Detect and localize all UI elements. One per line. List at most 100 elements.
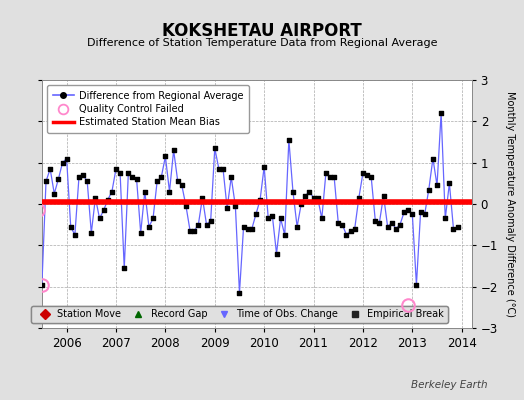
Point: [268, 213, 277, 220]
Point: [301, 192, 310, 199]
Point: [449, 226, 457, 232]
Point: [318, 215, 326, 222]
Point: [248, 226, 256, 232]
Point: [29, 224, 38, 230]
Point: [404, 207, 412, 214]
Point: [367, 174, 375, 180]
Point: [384, 224, 392, 230]
Point: [116, 170, 124, 176]
Text: Berkeley Earth: Berkeley Earth: [411, 380, 487, 390]
Point: [58, 160, 67, 166]
Point: [272, 250, 281, 257]
Point: [424, 186, 433, 193]
Point: [133, 176, 141, 182]
Point: [338, 222, 346, 228]
Point: [330, 174, 339, 180]
Point: [392, 226, 400, 232]
Point: [67, 224, 75, 230]
Point: [173, 178, 182, 184]
Point: [322, 170, 330, 176]
Point: [87, 230, 95, 236]
Point: [235, 290, 244, 296]
Point: [239, 224, 248, 230]
Point: [342, 232, 351, 238]
Point: [178, 182, 186, 189]
Point: [182, 203, 190, 209]
Point: [140, 188, 149, 195]
Point: [412, 282, 421, 288]
Text: Difference of Station Temperature Data from Regional Average: Difference of Station Temperature Data f…: [87, 38, 437, 48]
Point: [186, 228, 194, 234]
Point: [124, 170, 133, 176]
Point: [252, 211, 260, 218]
Point: [231, 203, 239, 209]
Point: [128, 174, 137, 180]
Point: [420, 211, 429, 218]
Point: [206, 217, 215, 224]
Point: [62, 155, 71, 162]
Point: [326, 174, 334, 180]
Point: [38, 282, 46, 288]
Point: [91, 195, 100, 201]
Point: [379, 192, 388, 199]
Point: [71, 232, 79, 238]
Point: [50, 190, 59, 197]
Point: [351, 226, 359, 232]
Point: [108, 188, 116, 195]
Point: [120, 265, 128, 271]
Point: [363, 172, 371, 178]
Point: [157, 174, 166, 180]
Point: [244, 226, 252, 232]
Y-axis label: Monthly Temperature Anomaly Difference (°C): Monthly Temperature Anomaly Difference (…: [505, 91, 515, 317]
Point: [75, 174, 83, 180]
Point: [46, 166, 54, 172]
Point: [346, 228, 355, 234]
Point: [202, 222, 211, 228]
Point: [42, 178, 50, 184]
Point: [21, 209, 30, 216]
Point: [219, 166, 227, 172]
Point: [453, 224, 462, 230]
Point: [309, 195, 318, 201]
Point: [355, 195, 363, 201]
Point: [194, 222, 202, 228]
Point: [79, 172, 88, 178]
Point: [256, 197, 264, 203]
Point: [198, 195, 206, 201]
Point: [211, 145, 219, 151]
Point: [400, 209, 408, 216]
Point: [112, 166, 120, 172]
Point: [145, 224, 153, 230]
Point: [371, 217, 379, 224]
Point: [34, 186, 42, 193]
Point: [137, 230, 145, 236]
Point: [100, 207, 108, 214]
Point: [280, 232, 289, 238]
Point: [408, 211, 417, 218]
Point: [334, 219, 343, 226]
Point: [260, 164, 268, 170]
Point: [54, 176, 62, 182]
Point: [264, 215, 272, 222]
Legend: Station Move, Record Gap, Time of Obs. Change, Empirical Break: Station Move, Record Gap, Time of Obs. C…: [31, 306, 448, 323]
Point: [13, 288, 21, 294]
Point: [153, 178, 161, 184]
Point: [313, 195, 322, 201]
Point: [305, 188, 314, 195]
Point: [433, 182, 441, 189]
Point: [437, 110, 445, 116]
Point: [375, 219, 384, 226]
Point: [227, 174, 235, 180]
Point: [104, 197, 112, 203]
Point: [95, 215, 104, 222]
Point: [359, 170, 367, 176]
Point: [445, 180, 454, 186]
Point: [190, 228, 199, 234]
Point: [83, 178, 91, 184]
Point: [215, 166, 223, 172]
Point: [396, 222, 404, 228]
Point: [165, 188, 173, 195]
Point: [25, 197, 34, 203]
Point: [161, 153, 170, 160]
Point: [285, 137, 293, 143]
